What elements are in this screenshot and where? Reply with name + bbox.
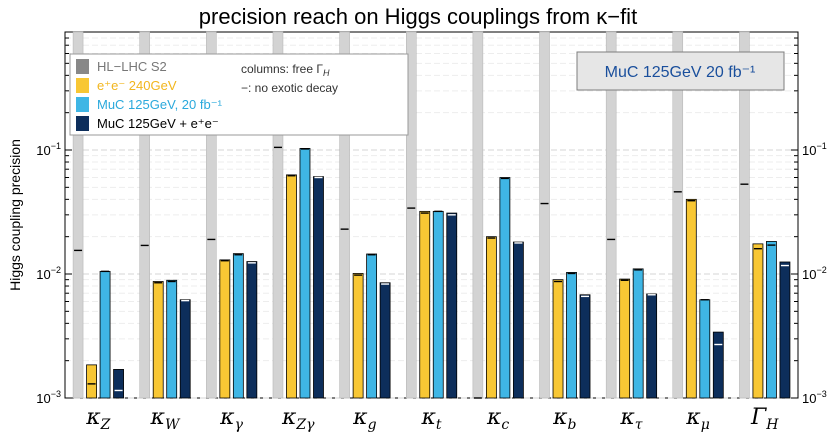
legend-box bbox=[69, 53, 409, 136]
y-axis-label: Higgs coupling precision bbox=[7, 139, 23, 291]
category-label: ΓH bbox=[750, 405, 779, 433]
category-label: κZ bbox=[85, 405, 110, 433]
y-tick-label-left: 10−1 bbox=[36, 141, 61, 158]
category-label: κW bbox=[150, 405, 181, 433]
bar-muc125-ee bbox=[246, 261, 258, 399]
legend-swatch bbox=[76, 78, 89, 93]
bar-hl-lhc bbox=[539, 31, 550, 399]
bar-hl-lhc bbox=[72, 31, 84, 399]
legend-label: HL−LHC S2 bbox=[97, 59, 167, 74]
bar-muc125 bbox=[166, 279, 178, 399]
category-labels: κZ κW κγ κZγ κg κt κc κb κτ κμ ΓH bbox=[85, 405, 779, 433]
bar-muc125-ee bbox=[379, 282, 391, 399]
category-label: κc bbox=[486, 405, 509, 433]
bar-hl-lhc bbox=[739, 31, 750, 399]
category-label: κτ bbox=[619, 405, 642, 433]
legend-swatch bbox=[76, 116, 89, 131]
bar-muc125-ee bbox=[113, 369, 124, 399]
bar-ee240 bbox=[619, 278, 631, 399]
bar-ee240 bbox=[219, 259, 231, 399]
bar-muc125 bbox=[432, 210, 444, 399]
y-tick-label-left: 10−3 bbox=[36, 389, 61, 406]
legend: HL−LHC S2 e⁺e⁻ 240GeV MuC 125GeV, 20 fb⁻¹ M… bbox=[69, 53, 409, 136]
bar-ee240 bbox=[352, 273, 364, 399]
legend-label: MuC 125GeV, 20 fb⁻¹ bbox=[97, 97, 223, 112]
badge-text: MuC 125GeV 20 fb⁻¹ bbox=[605, 64, 756, 81]
legend-label: MuC 125GeV + e⁺e⁻ bbox=[97, 116, 219, 131]
y-tick-label-left: 10−2 bbox=[36, 265, 61, 282]
badge-box bbox=[576, 51, 785, 91]
bar-muc125 bbox=[499, 177, 511, 399]
y-tick-label-right: 10−2 bbox=[802, 265, 827, 282]
bar-ee240 bbox=[685, 198, 697, 399]
bar-muc125-ee bbox=[179, 299, 191, 399]
legend-label: e⁺e⁻ 240GeV bbox=[97, 78, 177, 93]
bar-hl-lhc bbox=[272, 31, 284, 399]
bar-hl-lhc bbox=[139, 31, 150, 399]
category-label: κγ bbox=[219, 405, 243, 433]
bar-muc125 bbox=[566, 272, 577, 399]
bar-ee240 bbox=[286, 174, 297, 399]
legend-note-columns: columns: free ΓH bbox=[241, 62, 330, 78]
bar-muc125 bbox=[99, 270, 111, 399]
bar-ee240 bbox=[485, 236, 497, 399]
bar-ee240 bbox=[152, 281, 164, 399]
bar-hl-lhc bbox=[406, 31, 417, 399]
bar-ee240 bbox=[552, 279, 564, 399]
legend-note-dash: −: no exotic decay bbox=[241, 81, 338, 95]
y-tick-label-right: 10−3 bbox=[802, 389, 827, 406]
bar-muc125-ee bbox=[646, 293, 658, 399]
bar-muc125-ee bbox=[512, 241, 524, 399]
bar-muc125 bbox=[232, 253, 244, 399]
bar-muc125 bbox=[366, 253, 378, 399]
category-label: κb bbox=[552, 405, 576, 433]
category-label: κμ bbox=[685, 405, 710, 433]
bar-muc125-ee bbox=[712, 331, 724, 399]
bar-muc125 bbox=[766, 241, 777, 399]
y-tick-label-right: 10−1 bbox=[802, 141, 827, 158]
bar-hl-lhc bbox=[339, 31, 350, 399]
bar-ee240 bbox=[752, 243, 764, 399]
bar-hl-lhc bbox=[472, 31, 484, 399]
bar-hl-lhc bbox=[672, 31, 684, 399]
category-label: κZγ bbox=[281, 405, 315, 433]
bar-muc125 bbox=[632, 268, 644, 399]
bar-muc125 bbox=[299, 148, 311, 399]
ticks-layer: 10−3 10−3 10−2 10−2 10−1 10−1 bbox=[36, 37, 827, 406]
bar-muc125-ee bbox=[779, 261, 791, 399]
category-label: κt bbox=[420, 405, 441, 433]
bar-muc125-ee bbox=[313, 176, 324, 399]
bars-layer bbox=[72, 31, 791, 399]
chart-title: precision reach on Higgs couplings from … bbox=[199, 4, 637, 29]
bar-ee240 bbox=[86, 364, 97, 399]
badge: MuC 125GeV 20 fb⁻¹ bbox=[576, 51, 785, 91]
category-label: κg bbox=[352, 405, 376, 433]
bar-muc125-ee bbox=[579, 294, 591, 399]
legend-swatch bbox=[76, 97, 89, 112]
bar-hl-lhc bbox=[605, 31, 617, 399]
bar-hl-lhc bbox=[206, 31, 217, 399]
legend-swatch bbox=[76, 59, 89, 74]
bar-muc125 bbox=[699, 299, 711, 399]
bar-muc125-ee bbox=[446, 212, 458, 399]
bar-ee240 bbox=[419, 210, 431, 399]
